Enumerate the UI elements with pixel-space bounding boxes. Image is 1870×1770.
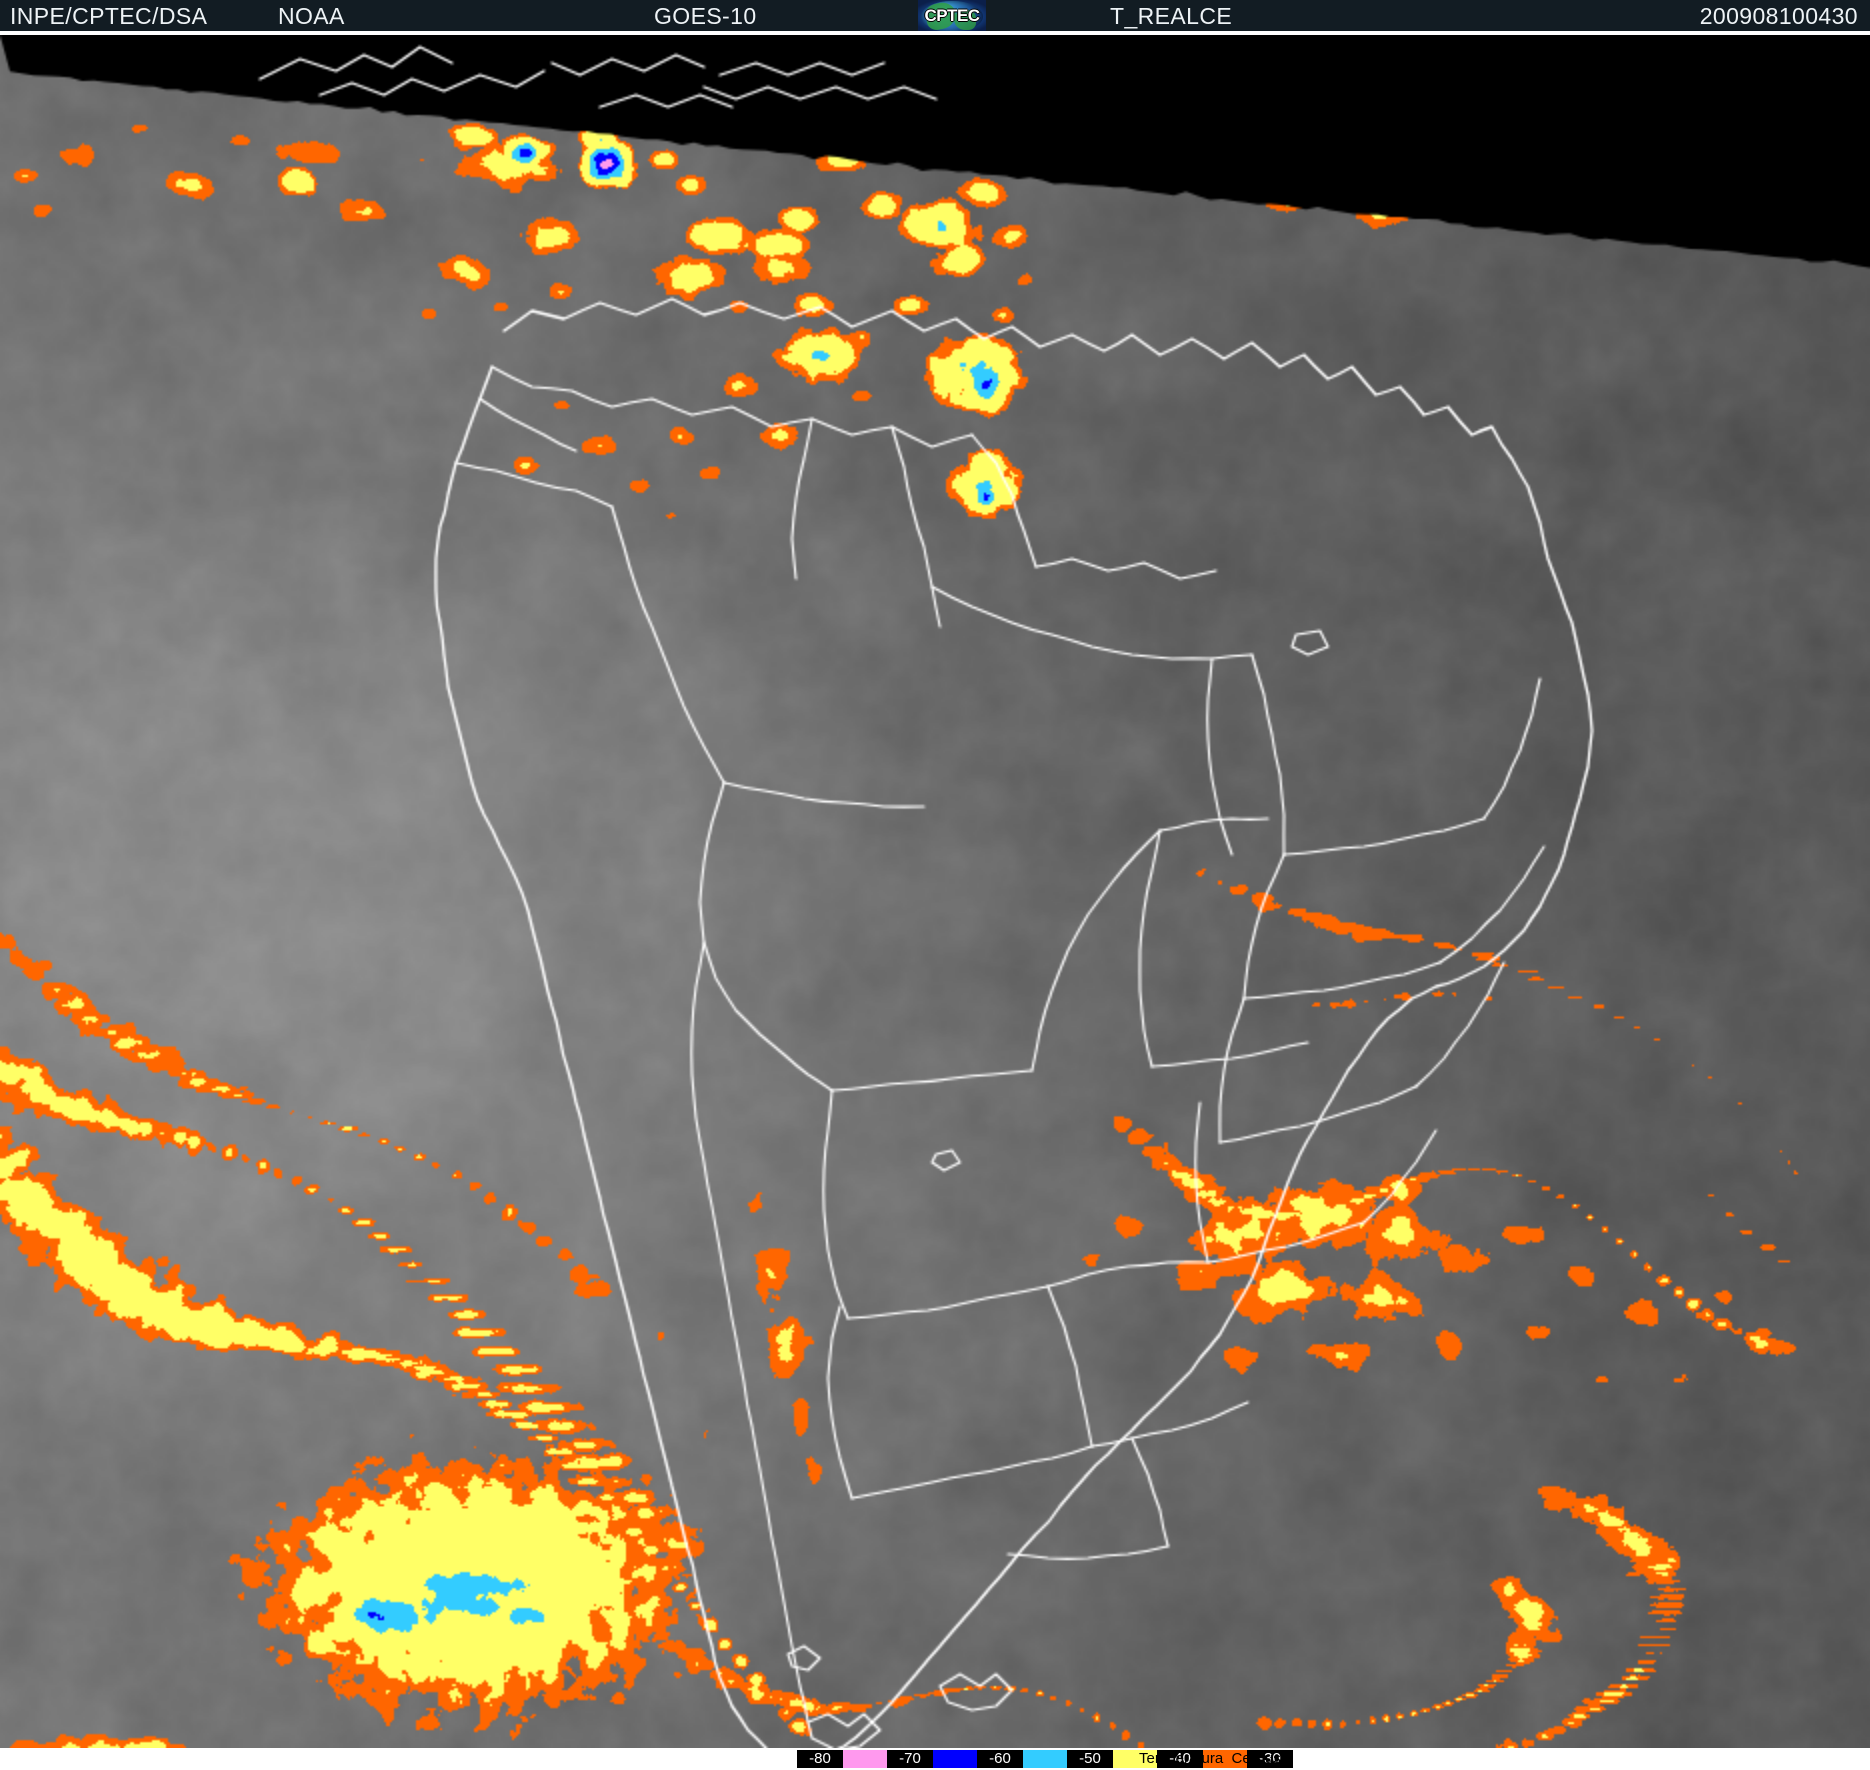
legend-tick-minus50: -50 [1067,1750,1113,1768]
header-bar: INPE/CPTEC/DSA NOAA GOES-10 T_REALCE 200… [0,0,1870,33]
header-agency: NOAA [278,3,345,29]
header-satellite: GOES-10 [654,3,757,29]
legend-swatch-magenta [843,1750,887,1768]
cptec-logo-icon: CPTEC [918,0,986,33]
legend-swatch-yellow [1113,1750,1157,1768]
legend-tick-minus30: -30 [1247,1750,1293,1768]
legend-swatch-blue [933,1750,977,1768]
satellite-image [0,35,1870,1748]
legend-swatch-cyan [1023,1750,1067,1768]
header-institution: INPE/CPTEC/DSA [10,3,208,29]
cptec-logo-label: CPTEC [924,6,980,25]
legend-scale: -80 -70 -60 -50 -40 -30 [797,1750,1293,1768]
legend-tick-minus60: -60 [977,1750,1023,1768]
legend-tick-minus40: -40 [1157,1750,1203,1768]
header-product: T_REALCE [1110,3,1233,29]
color-legend: -80 -70 -60 -50 -40 -30 Temperatura Celsius [0,1748,1870,1770]
legend-tick-minus70: -70 [887,1750,933,1768]
legend-tick-minus80: -80 [797,1750,843,1768]
header-divider [0,31,1870,33]
header-timestamp: 200908100430 [1699,3,1858,29]
legend-title: Temperatura Celsius [1139,1750,1281,1767]
satellite-image-canvas [0,35,1870,1748]
globe-landmass-shape-2 [954,10,976,30]
legend-swatch-orange [1203,1750,1247,1768]
